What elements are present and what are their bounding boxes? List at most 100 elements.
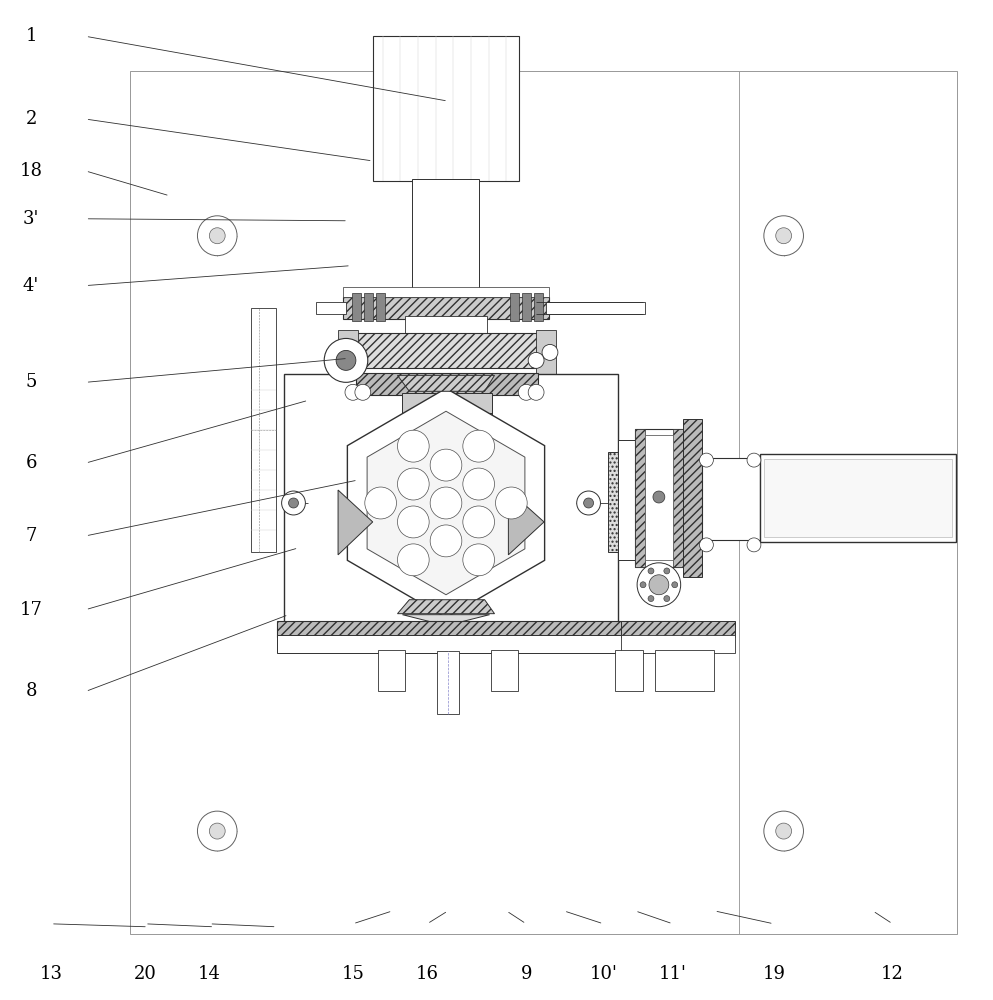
Circle shape xyxy=(640,582,646,588)
Bar xyxy=(377,650,405,691)
Bar xyxy=(702,458,760,540)
Circle shape xyxy=(496,487,527,519)
Bar xyxy=(622,635,735,653)
Bar xyxy=(682,419,702,577)
Bar xyxy=(673,429,682,567)
Circle shape xyxy=(210,823,225,839)
Circle shape xyxy=(528,384,544,400)
Bar xyxy=(251,308,276,552)
Bar xyxy=(412,179,479,301)
Circle shape xyxy=(397,544,429,576)
Text: 19: 19 xyxy=(763,965,785,983)
Circle shape xyxy=(584,498,594,508)
Text: 11': 11' xyxy=(658,965,687,983)
Circle shape xyxy=(664,568,670,574)
Bar xyxy=(343,297,549,319)
Bar xyxy=(284,374,619,626)
Bar xyxy=(277,635,687,653)
Circle shape xyxy=(528,352,544,368)
Polygon shape xyxy=(338,490,372,555)
Bar xyxy=(405,316,487,335)
Circle shape xyxy=(699,538,713,552)
Polygon shape xyxy=(348,388,544,618)
Bar xyxy=(372,36,519,181)
Bar xyxy=(655,650,714,691)
Circle shape xyxy=(282,491,306,515)
Text: 2: 2 xyxy=(26,110,37,128)
Circle shape xyxy=(463,506,495,538)
Bar xyxy=(616,650,643,691)
Text: 1: 1 xyxy=(26,27,37,45)
Bar xyxy=(739,71,957,934)
Bar xyxy=(622,621,735,637)
Circle shape xyxy=(463,544,495,576)
Bar xyxy=(402,413,492,438)
Bar xyxy=(764,459,952,537)
Text: 15: 15 xyxy=(342,965,364,983)
Circle shape xyxy=(324,338,367,382)
Bar xyxy=(645,435,673,560)
Text: 12: 12 xyxy=(881,965,904,983)
Text: 6: 6 xyxy=(26,454,37,472)
Circle shape xyxy=(648,568,654,574)
Text: 20: 20 xyxy=(133,965,157,983)
Circle shape xyxy=(648,596,654,602)
Bar xyxy=(546,302,645,314)
Bar xyxy=(534,293,543,320)
Circle shape xyxy=(764,216,803,256)
Circle shape xyxy=(430,487,462,519)
Circle shape xyxy=(198,811,237,851)
Text: 18: 18 xyxy=(20,162,43,180)
Bar xyxy=(375,293,384,320)
Bar xyxy=(130,71,739,934)
Circle shape xyxy=(289,498,299,508)
Polygon shape xyxy=(508,490,544,555)
Bar xyxy=(317,302,346,314)
Bar xyxy=(277,621,687,637)
Circle shape xyxy=(345,384,360,400)
Text: 8: 8 xyxy=(26,682,37,700)
Bar xyxy=(760,454,956,542)
Circle shape xyxy=(430,449,462,481)
Polygon shape xyxy=(367,411,525,595)
Text: 17: 17 xyxy=(20,601,43,619)
Bar xyxy=(491,650,518,691)
Circle shape xyxy=(747,453,761,467)
Circle shape xyxy=(776,823,791,839)
Circle shape xyxy=(672,582,677,588)
Text: 10': 10' xyxy=(590,965,618,983)
Bar xyxy=(609,452,653,552)
Bar xyxy=(355,333,539,368)
Circle shape xyxy=(397,468,429,500)
Bar xyxy=(343,287,549,297)
Circle shape xyxy=(664,596,670,602)
Bar xyxy=(510,293,519,320)
Circle shape xyxy=(747,538,761,552)
Text: 5: 5 xyxy=(26,373,37,391)
Bar xyxy=(636,429,645,567)
Text: 14: 14 xyxy=(198,965,220,983)
Bar xyxy=(352,293,360,320)
Bar xyxy=(636,429,682,567)
Circle shape xyxy=(336,350,355,370)
Bar xyxy=(437,651,459,714)
Circle shape xyxy=(577,491,601,515)
Polygon shape xyxy=(397,600,495,614)
Polygon shape xyxy=(402,615,490,626)
Text: 7: 7 xyxy=(26,527,37,545)
Bar xyxy=(536,330,556,382)
Bar xyxy=(338,330,357,382)
Circle shape xyxy=(653,491,665,503)
Circle shape xyxy=(542,344,558,360)
Text: 13: 13 xyxy=(40,965,63,983)
Text: 4': 4' xyxy=(23,277,39,295)
Circle shape xyxy=(364,487,396,519)
Circle shape xyxy=(764,811,803,851)
Circle shape xyxy=(518,384,534,400)
Circle shape xyxy=(210,228,225,244)
Bar xyxy=(355,373,538,395)
Circle shape xyxy=(198,216,237,256)
Polygon shape xyxy=(397,375,495,391)
Bar xyxy=(402,393,492,415)
Text: 16: 16 xyxy=(416,965,439,983)
